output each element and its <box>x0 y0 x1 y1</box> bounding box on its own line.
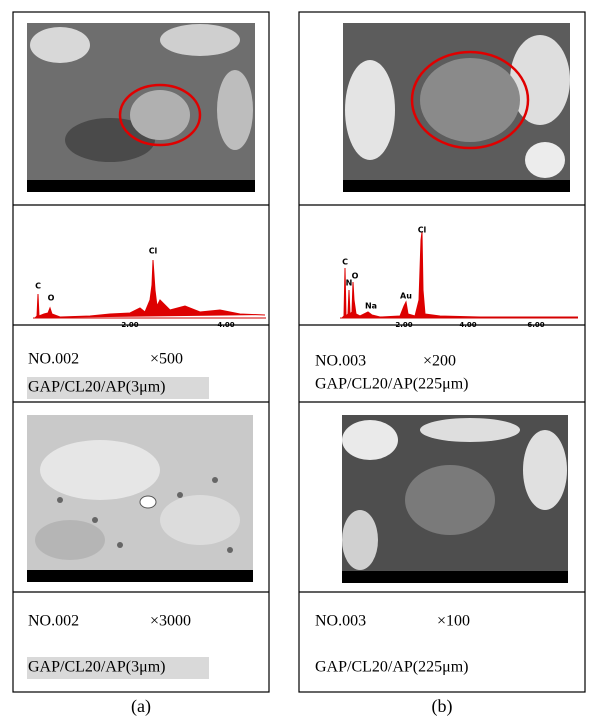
magnification: ×200 <box>423 353 456 370</box>
axis-label: 4.00 <box>459 321 476 329</box>
magnification: ×100 <box>437 613 470 630</box>
material: GAP/CL20/AP(3μm) <box>28 659 165 676</box>
axis-label: 2.00 <box>395 321 412 329</box>
material: GAP/CL20/AP(225μm) <box>315 659 468 676</box>
sem-image <box>343 23 570 192</box>
sample-id: NO.002 <box>28 351 79 368</box>
peak-label: Cl <box>149 247 158 256</box>
peak-label: O <box>48 294 55 303</box>
peak-label: Cl <box>418 226 427 235</box>
material: GAP/CL20/AP(3μm) <box>28 379 165 396</box>
figure: C O Cl 2.00 4.00 C N O Na Au Cl 2.00 4.0… <box>0 0 600 720</box>
sem-image <box>27 415 253 582</box>
magnification: ×3000 <box>150 613 191 630</box>
spectrum: C O Cl 2.00 4.00 <box>33 247 266 330</box>
peak-label: C <box>342 258 348 267</box>
axis-label: 4.00 <box>217 321 234 329</box>
peak-label: C <box>35 282 41 291</box>
sample-id: NO.003 <box>315 613 366 630</box>
caption: (b) <box>432 696 453 717</box>
sample-id: NO.003 <box>315 353 366 370</box>
peak-label: Na <box>365 302 377 311</box>
sem-image <box>342 415 568 583</box>
peak-label: O <box>352 272 359 281</box>
magnification: ×500 <box>150 351 183 368</box>
sem-image <box>27 23 255 192</box>
material: GAP/CL20/AP(225μm) <box>315 376 468 393</box>
peak-label: Au <box>400 292 412 301</box>
axis-label: 6.00 <box>527 321 544 329</box>
sample-id: NO.002 <box>28 613 79 630</box>
axis-label: 2.00 <box>121 321 138 329</box>
caption: (a) <box>131 696 151 717</box>
spectrum: C N O Na Au Cl 2.00 4.00 6.00 <box>340 226 578 330</box>
